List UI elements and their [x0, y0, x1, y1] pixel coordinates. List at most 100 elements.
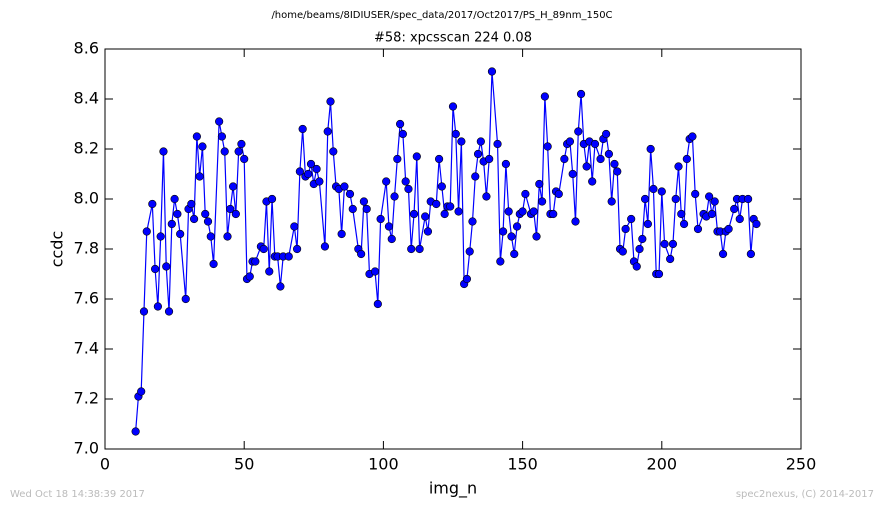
data-point — [226, 204, 235, 214]
data-point — [496, 257, 505, 266]
data-point — [730, 204, 739, 214]
data-point — [710, 197, 719, 206]
data-point — [412, 152, 421, 161]
x-tick-label: 150 — [507, 455, 538, 474]
data-point — [448, 102, 458, 111]
data-point — [315, 177, 324, 186]
data-point — [192, 132, 201, 141]
data-point — [306, 159, 316, 169]
data-point — [568, 169, 577, 179]
data-point — [164, 307, 174, 316]
data-point — [323, 127, 332, 136]
data-point — [237, 139, 246, 149]
data-point — [462, 274, 472, 284]
data-point — [549, 209, 558, 219]
data-point — [170, 194, 179, 204]
data-point — [657, 187, 666, 196]
data-point — [532, 232, 541, 241]
data-point — [245, 272, 254, 281]
data-point — [251, 257, 260, 266]
suptitle: /home/beams/8IDIUSER/spec_data/2017/Oct2… — [271, 10, 612, 21]
data-point — [231, 209, 240, 219]
data-point — [705, 192, 714, 201]
data-point — [718, 249, 728, 259]
data-point — [535, 179, 544, 189]
data-point — [387, 234, 396, 244]
data-point — [724, 224, 733, 234]
data-point — [217, 132, 227, 141]
data-point — [159, 147, 168, 156]
y-tick-label: 8.0 — [74, 189, 99, 208]
data-point — [137, 387, 146, 396]
data-point — [465, 247, 474, 256]
data-point — [596, 154, 605, 164]
x-tick-label: 100 — [368, 455, 399, 474]
data-point — [370, 267, 380, 276]
data-point — [574, 127, 583, 136]
data-point — [267, 194, 277, 204]
data-point — [173, 209, 182, 219]
x-tick-label: 200 — [647, 455, 678, 474]
data-point — [407, 244, 416, 254]
data-point — [329, 147, 338, 156]
y-tick-label: 8.4 — [74, 89, 99, 108]
data-point — [604, 149, 614, 159]
data-point — [543, 142, 552, 151]
data-point — [512, 222, 522, 231]
data-point — [259, 244, 268, 254]
data-point — [660, 239, 669, 249]
data-point — [632, 262, 641, 271]
data-point — [507, 232, 516, 241]
y-tick-label: 7.6 — [74, 289, 99, 308]
data-point — [635, 244, 644, 254]
data-point — [198, 142, 207, 151]
data-point — [209, 259, 218, 269]
data-point — [607, 197, 616, 206]
x-tick-label: 50 — [234, 455, 254, 474]
data-point — [618, 247, 627, 256]
data-point — [393, 154, 402, 164]
data-point — [396, 119, 405, 129]
data-point — [151, 264, 160, 274]
x-tick-label: 250 — [786, 455, 817, 474]
data-point — [409, 209, 419, 219]
data-point — [446, 202, 455, 211]
data-point — [602, 129, 611, 139]
data-point — [621, 224, 630, 234]
data-point — [223, 232, 232, 241]
data-point — [501, 159, 510, 169]
data-point — [677, 209, 686, 219]
data-point — [340, 182, 349, 191]
data-point — [189, 214, 199, 224]
data-point — [693, 224, 703, 234]
data-point — [493, 139, 502, 149]
data-point — [666, 254, 675, 264]
data-point — [646, 144, 655, 154]
data-point — [707, 209, 717, 219]
data-point — [348, 204, 357, 214]
data-point — [752, 219, 761, 229]
data-point — [437, 182, 446, 191]
data-point — [571, 217, 580, 226]
data-point — [195, 172, 204, 181]
data-point — [384, 222, 394, 231]
data-point — [457, 137, 466, 146]
data-point — [521, 189, 530, 199]
y-tick-label: 7.2 — [74, 389, 99, 408]
data-point — [206, 232, 215, 241]
data-point — [671, 194, 680, 204]
data-point — [181, 294, 190, 304]
data-point — [476, 137, 485, 146]
data-point — [326, 97, 335, 106]
data-point — [265, 267, 274, 276]
data-point — [471, 172, 480, 181]
data-point — [404, 184, 413, 194]
data-point — [284, 252, 293, 261]
data-point — [228, 182, 238, 191]
data-point — [510, 249, 519, 259]
y-tick-label: 8.2 — [74, 139, 99, 158]
data-point — [560, 154, 569, 164]
data-point — [220, 147, 229, 156]
data-point — [485, 154, 494, 164]
